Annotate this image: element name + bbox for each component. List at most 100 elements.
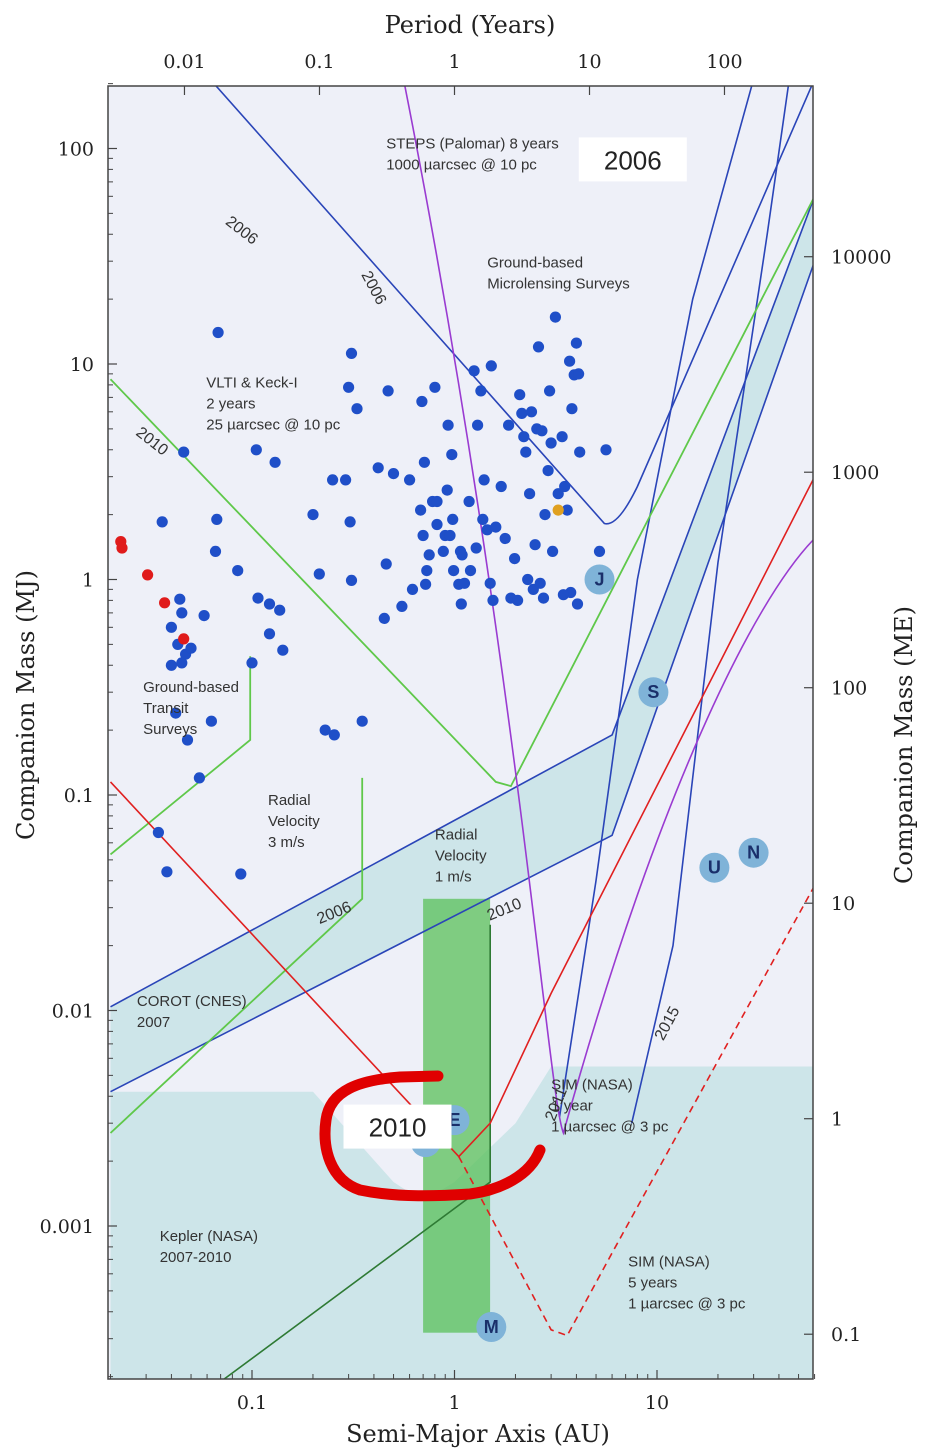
y-tick-label-right: 1000 [831,462,879,484]
exoplanet-point [174,593,186,605]
exoplanet-point [156,516,168,528]
exoplanet-point [80,444,91,455]
top-tick-label: 10 [577,51,601,73]
annotation-line: Radial [435,827,478,844]
exoplanet-point [441,484,453,496]
annotation-line: Microlensing Surveys [487,276,630,293]
exoplanet-point [416,395,428,408]
planet-marker [699,852,730,883]
kepler-curve [222,924,491,1379]
exoplanet-point [508,553,521,565]
exoplanet-point [472,419,484,431]
exoplanet-point [455,598,467,610]
exoplanet-point [600,444,612,456]
exoplanet-point [415,504,427,516]
exoplanet-point [475,385,487,397]
exoplanet-point [327,474,339,486]
exoplanet-point [525,406,538,418]
planet-label: J [594,570,604,590]
exoplanet-point [181,734,194,746]
exoplanet-point [142,569,154,581]
exoplanet-point [178,446,190,458]
exoplanet-point [463,495,475,508]
exoplanet-point [235,868,247,880]
exoplanet-point [421,565,433,577]
exoplanet-point [552,504,564,516]
exoplanet-point [448,565,460,577]
exoplanet-point [351,403,363,415]
exoplanet-point [458,577,471,589]
year-box-label: 2006 [604,145,662,175]
exoplanet-point [442,419,454,431]
year-boxes: 2006 2010 [343,137,687,1149]
exoplanet-point [549,311,562,323]
exoplanet-point [561,504,573,516]
exoplanet-point [380,558,392,570]
exoplanet-point [176,657,188,669]
exoplanet-point [159,597,171,609]
exoplanet-point [211,513,223,526]
exoplanet-point [544,385,556,397]
exoplanet-point [593,545,606,558]
year-box [578,137,687,182]
exoplanet-point [165,659,177,671]
exoplanet-point [252,592,264,604]
planet-label: S [647,682,659,702]
exoplanet-point [499,532,511,545]
annotation-line: 1 µarcsec @ 3 pc [628,1295,746,1312]
exoplanet-point [437,545,449,558]
annotation-line: 3 m/s [268,834,305,851]
annotation-line: Kepler (NASA) [160,1228,258,1245]
y-tick-label-left: 1 [82,570,94,592]
exoplanet-point [464,565,477,577]
exoplanet-point [176,607,188,619]
exoplanet-point [116,542,128,554]
annotation-line: Velocity [268,813,320,830]
x-axis-title: Semi-Major Axis (AU) [346,1420,610,1448]
annotation-line: 1 µarcsec @ 3 pc [551,1119,669,1136]
vlti-keck-curve [109,197,813,788]
x-tick-label: 0.1 [237,1392,267,1414]
annotation-line: 25 µarcsec @ 10 pc [206,416,340,433]
exoplanet-point [542,465,554,477]
exoplanet-point [446,449,458,461]
exoplanet-point [307,508,319,521]
exoplanet-point [566,403,578,415]
planet-marker [638,677,669,708]
planet-marker [476,1312,507,1342]
exoplanet-point [96,690,107,701]
exoplanet-point [536,425,548,437]
exoplanet-point [537,592,550,604]
exoplanet-point [520,446,532,458]
exoplanet-point [444,529,456,542]
exoplanet-point [516,407,528,419]
y-tick-label-right: 0.1 [831,1324,861,1346]
annotation-line: Ground-based [143,679,239,696]
y-tick-label-right: 100 [831,678,867,700]
exoplanet-point [490,521,502,533]
y-axis-title-left: Companion Mass (MJ) [12,570,40,840]
exoplanet-point [518,431,530,443]
rv-3ms-curve [110,198,813,1008]
exoplanet-point [382,385,394,397]
exoplanet-point [340,474,352,486]
top-tick-label: 100 [706,51,742,73]
exoplanet-point [552,488,564,500]
annotation-line: 2007 [137,1014,170,1031]
exoplanet-point [313,568,325,580]
year-box-label: 2010 [369,1113,427,1143]
exoplanet-points [74,311,612,880]
exoplanet-point [420,578,432,590]
exoplanet-point [74,549,85,560]
exoplanet-point [198,610,210,622]
plot-frame [107,85,814,1380]
exoplanet-point [209,545,222,558]
exoplanet-point [263,598,276,610]
y-tick-label-right: 10000 [831,247,891,269]
annotation-line: 1000 µarcsec @ 10 pc [386,157,537,174]
exoplanet-point [478,474,490,486]
planet-marker [584,564,615,595]
annotation-line: SIM (NASA) [628,1253,710,1270]
